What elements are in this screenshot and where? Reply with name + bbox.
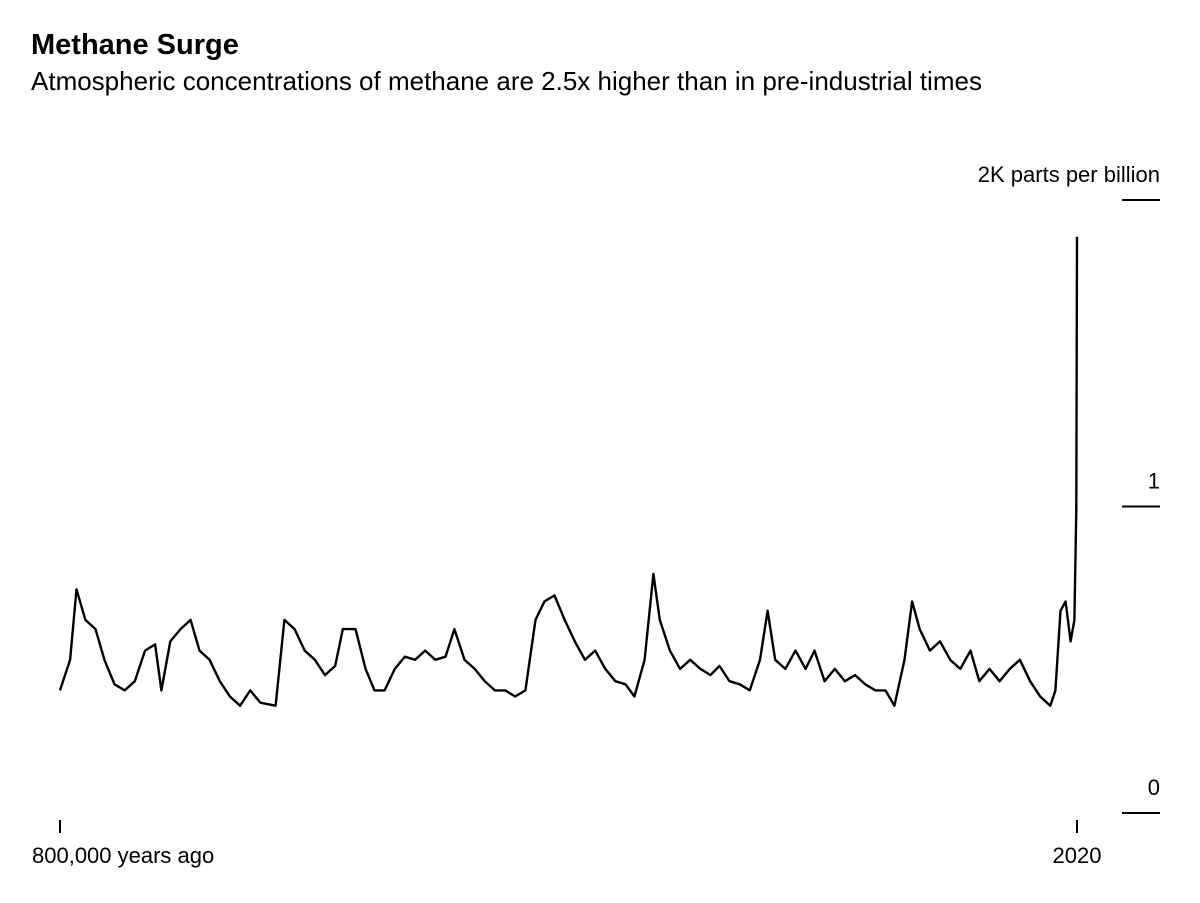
chart-subtitle: Atmospheric concentrations of methane ar… [31, 66, 982, 96]
y-tick-label: 2K parts per billion [978, 162, 1160, 187]
y-tick-label: 1 [1148, 469, 1160, 494]
x-tick-label: 800,000 years ago [32, 843, 214, 868]
x-tick-label: 2020 [1053, 843, 1102, 868]
data-line [58, 236, 1079, 707]
y-tick-label: 0 [1148, 775, 1160, 800]
subtitle-box: Atmospheric concentrations of methane ar… [31, 66, 982, 96]
chart-title: Methane Surge [31, 29, 239, 61]
